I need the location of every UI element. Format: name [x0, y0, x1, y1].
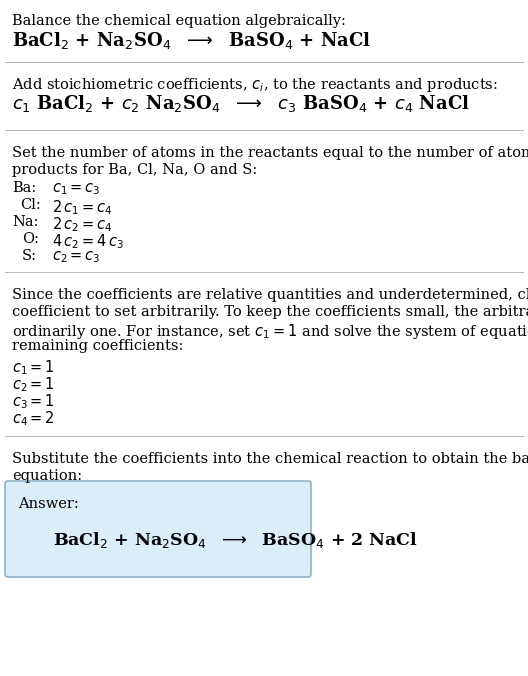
- Text: Set the number of atoms in the reactants equal to the number of atoms in the: Set the number of atoms in the reactants…: [12, 146, 528, 160]
- Text: Answer:: Answer:: [18, 497, 79, 511]
- Text: BaCl$_2$ + Na$_2$SO$_4$  $\longrightarrow$  BaSO$_4$ + 2 NaCl: BaCl$_2$ + Na$_2$SO$_4$ $\longrightarrow…: [53, 530, 418, 550]
- Text: coefficient to set arbitrarily. To keep the coefficients small, the arbitrary va: coefficient to set arbitrarily. To keep …: [12, 305, 528, 319]
- Text: $4\,c_2 = 4\,c_3$: $4\,c_2 = 4\,c_3$: [52, 232, 124, 251]
- Text: O:: O:: [22, 232, 39, 246]
- Text: $2\,c_1 = c_4$: $2\,c_1 = c_4$: [52, 198, 112, 217]
- Text: ordinarily one. For instance, set $c_1 = 1$ and solve the system of equations fo: ordinarily one. For instance, set $c_1 =…: [12, 322, 528, 341]
- Text: $c_2 = 1$: $c_2 = 1$: [12, 375, 55, 393]
- Text: $c_4 = 2$: $c_4 = 2$: [12, 409, 55, 428]
- Text: remaining coefficients:: remaining coefficients:: [12, 339, 183, 353]
- Text: $c_1 = 1$: $c_1 = 1$: [12, 358, 55, 377]
- Text: Add stoichiometric coefficients, $c_i$, to the reactants and products:: Add stoichiometric coefficients, $c_i$, …: [12, 76, 498, 94]
- Text: BaCl$_2$ + Na$_2$SO$_4$  $\longrightarrow$  BaSO$_4$ + NaCl: BaCl$_2$ + Na$_2$SO$_4$ $\longrightarrow…: [12, 30, 371, 51]
- Text: $c_1$ BaCl$_2$ + $c_2$ Na$_2$SO$_4$  $\longrightarrow$  $c_3$ BaSO$_4$ + $c_4$ N: $c_1$ BaCl$_2$ + $c_2$ Na$_2$SO$_4$ $\lo…: [12, 93, 470, 114]
- Text: Balance the chemical equation algebraically:: Balance the chemical equation algebraica…: [12, 14, 346, 28]
- Text: $c_1 = c_3$: $c_1 = c_3$: [52, 181, 101, 197]
- Text: S:: S:: [22, 249, 37, 263]
- Text: $c_2 = c_3$: $c_2 = c_3$: [52, 249, 101, 265]
- Text: Substitute the coefficients into the chemical reaction to obtain the balanced: Substitute the coefficients into the che…: [12, 452, 528, 466]
- Text: $c_3 = 1$: $c_3 = 1$: [12, 392, 55, 411]
- FancyBboxPatch shape: [5, 481, 311, 577]
- Text: Na:: Na:: [12, 215, 39, 229]
- Text: $2\,c_2 = c_4$: $2\,c_2 = c_4$: [52, 215, 112, 234]
- Text: Ba:: Ba:: [12, 181, 36, 195]
- Text: Cl:: Cl:: [20, 198, 41, 212]
- Text: equation:: equation:: [12, 469, 82, 483]
- Text: products for Ba, Cl, Na, O and S:: products for Ba, Cl, Na, O and S:: [12, 163, 257, 177]
- Text: Since the coefficients are relative quantities and underdetermined, choose a: Since the coefficients are relative quan…: [12, 288, 528, 302]
